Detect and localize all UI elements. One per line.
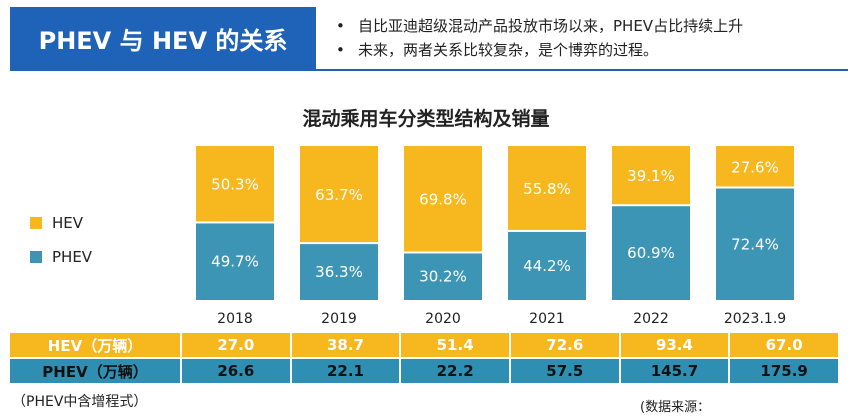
table-cell: 175.9 <box>729 357 840 383</box>
bar-phev-2020 <box>404 253 482 300</box>
page-title: PHEV 与 HEV 的关系 <box>10 7 316 69</box>
bar-label-hev-2019: 63.7% <box>315 186 363 204</box>
footnote: （PHEV中含增程式） <box>12 394 148 410</box>
table-cell: 57.5 <box>509 357 621 383</box>
table-cell: 72.6 <box>509 333 621 358</box>
x-tick-label: 2020 <box>425 311 461 327</box>
bullet-text: 未来，两者关系比较复杂，是个博弈的过程。 <box>358 41 659 59</box>
table-cell: 22.1 <box>290 357 402 383</box>
bullet-item: • 未来，两者关系比较复杂，是个博弈的过程。 <box>336 38 846 62</box>
bullet-text: 自比亚迪超级混动产品投放市场以来，PHEV占比持续上升 <box>358 17 744 35</box>
x-tick-label: 2023.1.9 <box>724 311 786 327</box>
bar-hev-2023.1.9 <box>716 146 794 187</box>
bar-label-phev-2022: 60.9% <box>627 244 675 262</box>
bar-phev-2018 <box>196 223 274 300</box>
bar-label-phev-2020: 30.2% <box>419 268 467 286</box>
table-cell: 51.4 <box>400 333 511 358</box>
legend-item-hev: HEV <box>30 212 92 234</box>
legend-swatch-phev <box>30 251 42 263</box>
row-label: PHEV（万辆） <box>10 357 182 383</box>
x-tick-label: 2022 <box>633 311 669 327</box>
bar-label-phev-2019: 36.3% <box>315 263 363 281</box>
bar-hev-2020 <box>404 146 482 252</box>
bar-phev-2022 <box>612 206 690 300</box>
chart-title: 混动乘用车分类型结构及销量 <box>302 108 550 130</box>
bar-hev-2018 <box>196 146 274 222</box>
table-cell: 93.4 <box>619 333 731 358</box>
chart-legend: HEV PHEV <box>30 212 92 280</box>
x-tick-label: 2021 <box>529 311 565 327</box>
sales-table: HEV（万辆） 27.0 38.7 51.4 72.6 93.4 67.0 PH… <box>10 333 840 383</box>
bar-label-hev-2018: 50.3% <box>211 176 259 194</box>
header-divider <box>10 69 848 71</box>
x-tick-label: 2018 <box>217 311 253 327</box>
table-cell: 38.7 <box>290 333 402 358</box>
bar-hev-2019 <box>300 146 378 243</box>
bar-label-hev-2023.1.9: 27.6% <box>731 158 779 176</box>
bar-label-phev-2018: 49.7% <box>211 253 259 271</box>
legend-label-phev: PHEV <box>52 248 93 266</box>
bar-label-phev-2023.1.9: 72.4% <box>731 235 779 253</box>
bar-phev-2021 <box>508 231 586 300</box>
data-source: (数据来源： <box>640 400 711 415</box>
bar-label-phev-2021: 44.2% <box>523 257 571 275</box>
legend-label-hev: HEV <box>52 214 84 232</box>
table-cell: 27.0 <box>181 333 292 358</box>
table-cell: 67.0 <box>729 333 840 358</box>
bullet-list: • 自比亚迪超级混动产品投放市场以来，PHEV占比持续上升 • 未来，两者关系比较复… <box>336 14 846 62</box>
bar-label-hev-2020: 69.8% <box>419 191 467 209</box>
table-cell: 22.2 <box>400 357 511 383</box>
bar-phev-2019 <box>300 244 378 300</box>
bullet-item: • 自比亚迪超级混动产品投放市场以来，PHEV占比持续上升 <box>336 14 846 38</box>
bar-phev-2023.1.9 <box>716 188 794 300</box>
bar-hev-2021 <box>508 146 586 230</box>
bar-label-hev-2022: 39.1% <box>627 167 675 185</box>
legend-swatch-hev <box>30 217 42 229</box>
bar-label-hev-2021: 55.8% <box>523 180 571 198</box>
x-tick-label: 2019 <box>321 311 357 327</box>
table-row-hev: HEV（万辆） 27.0 38.7 51.4 72.6 93.4 67.0 <box>10 333 840 358</box>
bar-hev-2022 <box>612 146 690 205</box>
row-label: HEV（万辆） <box>10 333 182 358</box>
table-cell: 145.7 <box>619 357 731 383</box>
table-row-phev: PHEV（万辆） 26.6 22.1 22.2 57.5 145.7 175.9 <box>10 357 840 383</box>
table-cell: 26.6 <box>181 357 292 383</box>
legend-item-phev: PHEV <box>30 246 92 268</box>
